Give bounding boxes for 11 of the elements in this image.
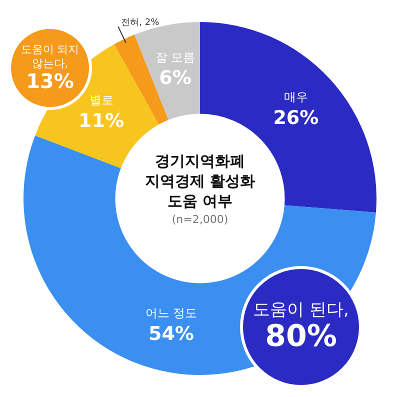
text: (n=2,000) <box>170 212 230 226</box>
circle-badge: 도움이 된다, 80% <box>240 266 362 388</box>
text: 경기지역화폐 지역경제 활성화 도움 여부 <box>144 150 256 210</box>
data-label: 11% <box>78 110 124 132</box>
slice-label: 매우 <box>284 90 308 104</box>
slice-label: 어느 정도 <box>145 306 198 320</box>
data-label: 26% <box>273 106 319 129</box>
circle-badge: 도움이 되지 않는다, 13% <box>8 26 92 110</box>
data-label: 54% <box>148 322 194 345</box>
slice-label: 별로 <box>89 93 114 108</box>
slice-label: 전혀, 2% <box>121 18 160 28</box>
